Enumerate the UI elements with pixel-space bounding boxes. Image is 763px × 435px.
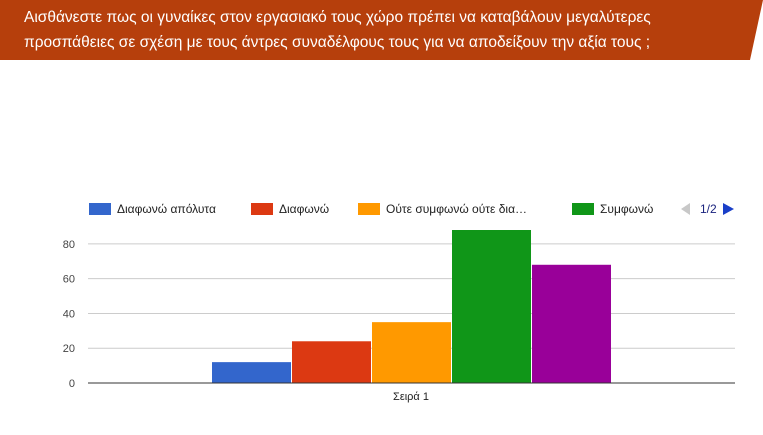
y-axis-ticks: 0 20 40 60 80: [63, 239, 75, 390]
question-line-1: Αισθάνεστε πως οι γυναίκες στον εργασιακ…: [24, 9, 651, 26]
y-tick-label: 60: [63, 274, 75, 286]
legend-next-icon[interactable]: [723, 203, 734, 215]
y-tick-label: 0: [69, 378, 75, 390]
bar-series-3[interactable]: [372, 322, 451, 383]
legend-prev-icon[interactable]: [681, 203, 690, 215]
bars: [212, 230, 611, 383]
bar-series-1[interactable]: [212, 362, 291, 383]
y-tick-label: 20: [63, 343, 75, 355]
legend-label-2: Διαφωνώ: [279, 202, 329, 216]
x-category-label: Σειρά 1: [393, 391, 429, 403]
y-tick-label: 80: [63, 239, 75, 251]
y-tick-label: 40: [63, 308, 75, 320]
legend-label-3: Ούτε συμφωνώ ούτε δια…: [386, 202, 527, 216]
legend-label-1: Διαφωνώ απόλυτα: [117, 202, 216, 216]
legend-page-indicator: 1/2: [700, 202, 717, 216]
question-text: Αισθάνεστε πως οι γυναίκες στον εργασιακ…: [24, 5, 739, 55]
legend-label-4: Συμφωνώ: [600, 202, 653, 216]
bar-series-4[interactable]: [452, 230, 531, 383]
legend: Διαφωνώ απόλυτα Διαφωνώ Ούτε συμφωνώ ούτ…: [89, 202, 734, 216]
bar-series-2[interactable]: [292, 341, 371, 383]
legend-swatch-3: [358, 203, 380, 215]
legend-swatch-1: [89, 203, 111, 215]
bar-series-5[interactable]: [532, 264, 611, 383]
question-line-2: προσπάθειες σε σχέση με τους άντρες συνα…: [24, 34, 651, 51]
banner-shape: [0, 0, 763, 60]
question-banner: Αισθάνεστε πως οι γυναίκες στον εργασιακ…: [0, 0, 763, 60]
legend-swatch-4: [572, 203, 594, 215]
legend-swatch-2: [251, 203, 273, 215]
